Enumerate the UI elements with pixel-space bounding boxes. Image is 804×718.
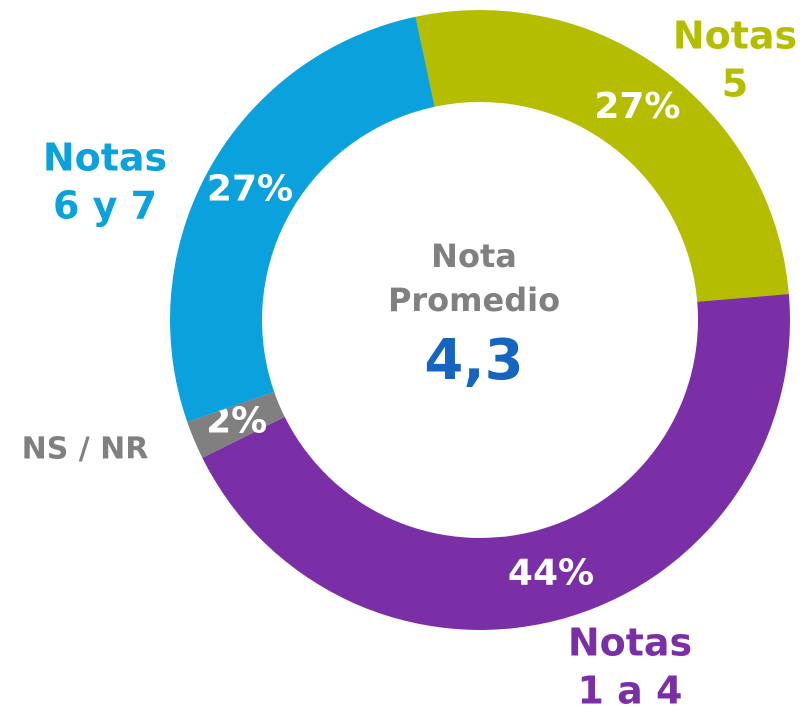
category-label: Notas [568, 621, 692, 665]
category-label: Notas [43, 136, 167, 180]
category-label: Notas [673, 14, 797, 58]
donut-segment [415, 9, 789, 302]
donut-segment [170, 16, 435, 422]
value-label: 44% [508, 552, 594, 593]
category-label: 6 y 7 [53, 184, 157, 228]
value-label: 27% [207, 168, 293, 209]
center-label: Promedio [388, 281, 560, 319]
category-label: 1 a 4 [578, 669, 683, 713]
center-value: 4,3 [424, 328, 523, 393]
category-label: NS / NR [22, 432, 149, 467]
category-label: 5 [722, 62, 748, 106]
donut-segment [202, 294, 791, 630]
center-label: Nota [431, 237, 517, 275]
value-label: 27% [594, 86, 680, 127]
donut-segment [187, 391, 285, 458]
